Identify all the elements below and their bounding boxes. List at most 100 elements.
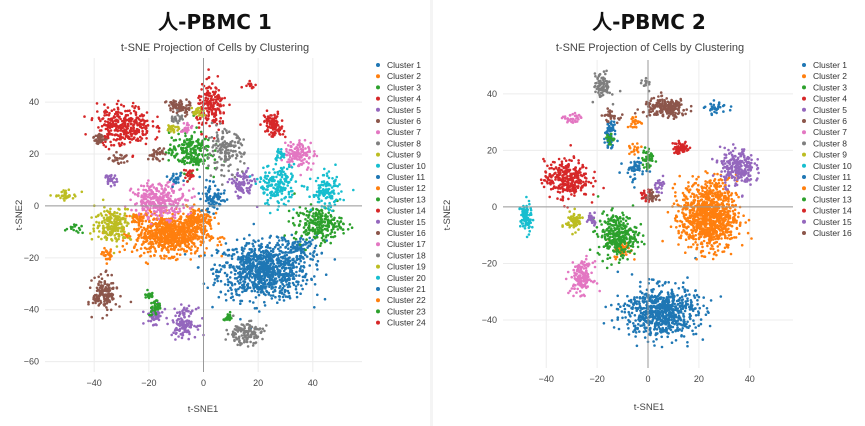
data-point	[333, 199, 337, 203]
data-point	[285, 283, 289, 286]
data-point	[194, 233, 198, 237]
data-point	[195, 126, 198, 129]
data-point	[292, 241, 295, 244]
data-point	[160, 149, 164, 152]
data-point	[259, 261, 263, 265]
data-point	[241, 170, 244, 173]
data-point	[134, 105, 137, 108]
data-point	[215, 123, 218, 127]
data-point	[336, 220, 339, 223]
data-point	[178, 232, 182, 235]
data-point	[150, 153, 154, 156]
data-point	[199, 243, 203, 247]
data-point	[245, 340, 248, 344]
data-point	[164, 100, 168, 103]
data-point	[281, 182, 285, 185]
data-point	[105, 135, 109, 138]
data-point	[142, 207, 146, 211]
data-point	[266, 282, 270, 286]
data-point	[210, 109, 214, 113]
data-point	[243, 267, 247, 271]
data-point	[287, 220, 291, 223]
data-point	[114, 303, 118, 306]
data-point	[239, 317, 242, 321]
data-point	[102, 123, 106, 127]
data-point	[286, 279, 289, 282]
data-point	[278, 269, 282, 272]
data-point	[238, 188, 241, 192]
data-point	[191, 215, 195, 218]
data-point	[302, 250, 305, 254]
data-point	[192, 148, 196, 152]
data-point	[194, 112, 197, 115]
data-point	[226, 278, 230, 281]
data-point	[170, 240, 173, 244]
data-point	[181, 322, 185, 325]
data-point	[228, 130, 231, 133]
data-point	[263, 300, 266, 304]
data-point	[288, 160, 291, 164]
data-point	[243, 182, 246, 185]
data-point	[100, 288, 104, 291]
data-point	[260, 281, 263, 285]
data-point	[252, 285, 255, 289]
data-point	[216, 75, 220, 78]
data-point	[100, 237, 103, 241]
data-point	[103, 205, 106, 209]
data-point	[130, 220, 134, 224]
data-point	[183, 221, 186, 225]
data-point	[165, 222, 168, 226]
data-point	[196, 238, 199, 241]
data-point	[98, 117, 101, 121]
data-point	[269, 294, 273, 297]
data-point	[159, 197, 162, 200]
data-point	[248, 286, 252, 290]
data-point	[142, 188, 145, 192]
data-point	[291, 243, 294, 247]
data-point	[136, 194, 140, 198]
data-point	[182, 324, 186, 327]
data-point	[230, 254, 234, 258]
data-point	[271, 262, 275, 265]
data-point	[207, 113, 210, 117]
data-point	[223, 159, 226, 162]
data-point	[250, 266, 254, 270]
data-point	[261, 249, 265, 253]
data-point	[280, 277, 284, 281]
data-point	[212, 144, 215, 147]
data-point	[99, 273, 103, 276]
data-point	[253, 336, 256, 340]
data-point	[238, 286, 242, 289]
data-point	[102, 224, 105, 228]
data-point	[250, 179, 254, 183]
data-point	[157, 190, 161, 193]
data-point	[98, 230, 101, 233]
data-point	[289, 178, 293, 181]
data-point	[189, 252, 193, 255]
data-point	[264, 171, 267, 174]
data-point	[197, 142, 200, 145]
data-point	[97, 304, 100, 307]
data-point	[142, 184, 146, 188]
data-point	[60, 190, 63, 194]
data-point	[148, 193, 151, 197]
data-point	[206, 189, 210, 192]
data-point	[221, 235, 224, 239]
data-point	[235, 238, 239, 242]
data-point	[140, 222, 144, 226]
data-point	[185, 234, 188, 237]
data-point	[209, 237, 213, 240]
data-point	[261, 263, 264, 266]
data-point	[105, 313, 109, 317]
data-point	[231, 284, 234, 287]
data-point	[287, 251, 290, 254]
data-point	[268, 266, 272, 269]
data-point	[136, 239, 139, 242]
data-point	[125, 130, 128, 133]
data-point	[143, 232, 146, 236]
data-point	[279, 245, 282, 249]
data-point	[281, 283, 285, 286]
data-point	[228, 155, 231, 158]
data-point	[198, 218, 201, 222]
data-point	[236, 194, 240, 198]
